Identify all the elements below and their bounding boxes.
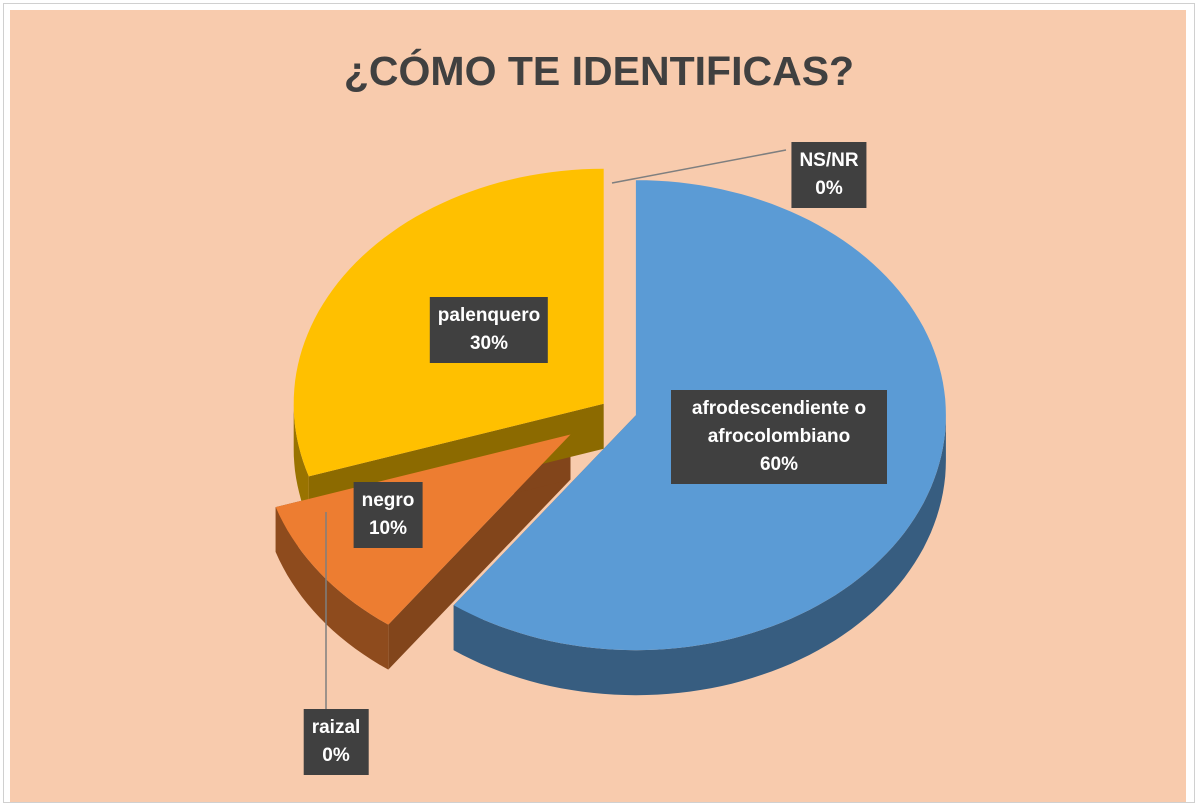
leader-line [611,149,787,184]
value-label: 60% [759,454,799,475]
data-label: NS/NR 0% [791,142,867,208]
data-label: afrodescendiente o afrocolombiano 60% [671,390,887,484]
slice-side [293,403,309,522]
category-label: palenquero [437,305,541,326]
slice-sides [275,403,946,696]
value-label: 0% [322,745,350,766]
slice-side [275,507,389,670]
data-label: palenquero 30% [429,297,549,363]
value-label: 10% [368,518,408,539]
slice [275,434,571,625]
chart-title: ¿CÓMO TE IDENTIFICAS? [343,48,855,94]
category-label: NS/NR [799,150,859,171]
slice-wall [388,434,571,670]
category-label: negro [361,490,415,511]
value-label: 0% [815,178,843,199]
data-label: negro 10% [353,482,423,548]
data-label: raizal 0% [303,709,369,775]
category-label: raizal [311,717,361,738]
category-label: afrodescendiente o afrocolombiano [691,398,867,447]
slice-side [453,415,946,696]
value-label: 30% [469,333,509,354]
